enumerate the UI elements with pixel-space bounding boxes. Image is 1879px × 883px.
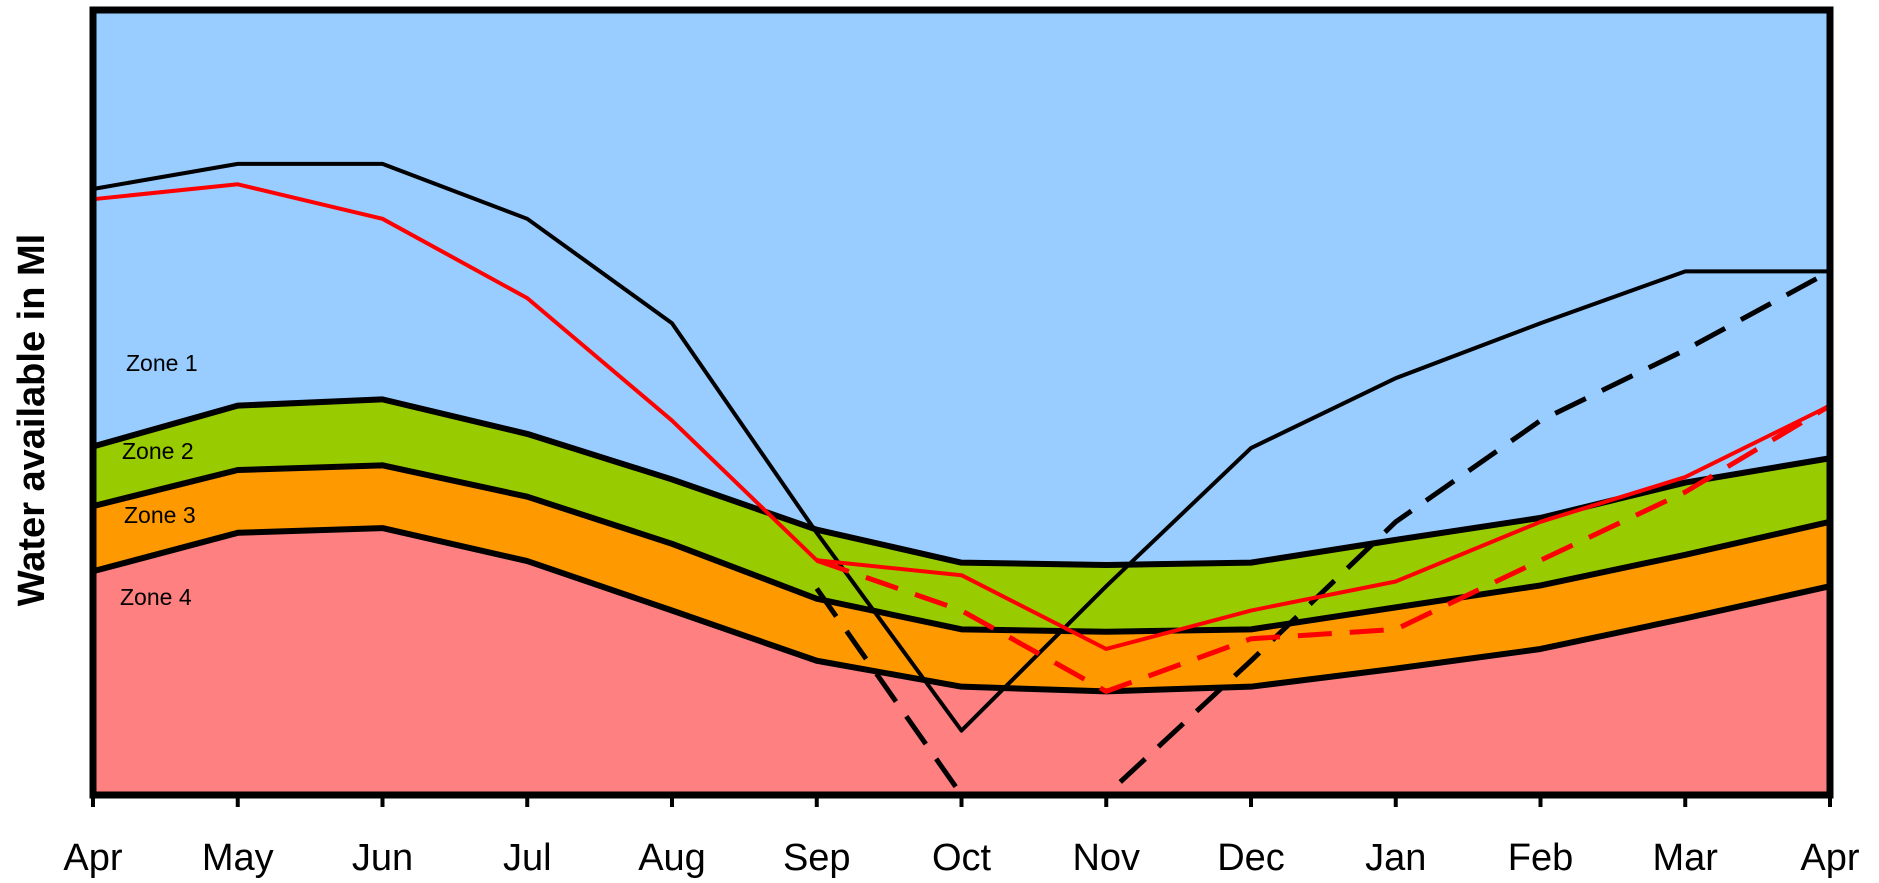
x-tick-label-may-1: May [202,837,274,878]
zone-label-zone-1: Zone 1 [126,350,198,376]
x-tick-label-nov-7: Nov [1072,837,1140,878]
area-zone-4 [93,528,1830,795]
x-tick-label-sep-5: Sep [783,837,851,878]
data-lines [92,161,1832,798]
area-zone-2 [93,399,1830,632]
zone-areas [92,10,1831,795]
boundary-zone-2 [92,396,1831,568]
y-axis-title: Water available in Ml [11,234,53,606]
x-tick-label-feb-10: Feb [1508,837,1573,878]
x-tick-label-jan-9: Jan [1365,837,1426,878]
line-3-red-solid [92,182,1831,651]
boundary-zone-4 [92,525,1831,695]
area-zone-3 [93,465,1830,692]
line-4-red-dashed [815,403,1832,694]
x-tick-label-apr-12: Apr [1800,837,1859,878]
x-tick-label-apr-0: Apr [63,837,122,878]
x-tick-label-aug-4: Aug [638,837,706,878]
zone-label-zone-2: Zone 2 [122,438,194,464]
x-tick-label-jun-2: Jun [352,837,413,878]
x-tick-label-jul-3: Jul [503,837,552,878]
line-1-black-solid [92,161,1830,733]
zone-labels: Zone 1 Zone 2 Zone 3 Zone 4 [120,350,198,610]
x-axis: Apr May Jun Jul Aug Sep Oct Nov Dec Jan Feb Mar Apr [63,795,1860,879]
x-tick-label-dec-8: Dec [1217,837,1285,878]
zone-label-zone-4: Zone 4 [120,584,192,610]
area-zone-1 [93,10,1830,565]
x-tick-label-oct-6: Oct [932,837,992,878]
boundary-zone-3 [92,462,1831,635]
zone-label-zone-3: Zone 3 [124,502,196,528]
x-tick-label-mar-11: Mar [1653,837,1719,878]
